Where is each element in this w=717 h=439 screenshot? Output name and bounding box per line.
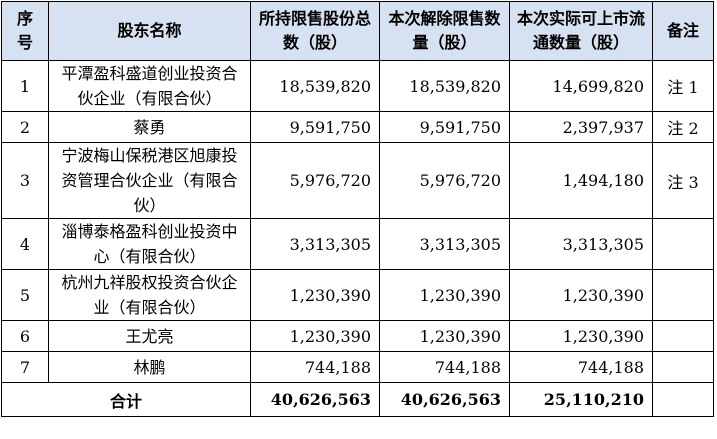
row-seq: 5: [1, 269, 49, 321]
row-released: 1,230,390: [379, 269, 510, 321]
table-row: 2 蔡勇 9,591,750 9,591,750 2,397,937 注 2: [1, 111, 714, 143]
row-released: 3,313,305: [379, 218, 510, 270]
header-note: 备注: [652, 1, 714, 61]
row-note: [652, 320, 714, 352]
table-row: 5 杭州九祥股权投资合伙企业（有限合伙） 1,230,390 1,230,390…: [1, 269, 714, 321]
row-seq: 7: [1, 351, 49, 383]
row-note: [652, 269, 714, 321]
total-row: 合计 40,626,563 40,626,563 25,110,210: [1, 382, 714, 417]
row-seq: 6: [1, 320, 49, 352]
table-row: 1 平潭盈科盛道创业投资合伙企业（有限合伙） 18,539,820 18,539…: [1, 60, 714, 112]
row-held: 9,591,750: [250, 111, 380, 143]
header-seq: 序号: [1, 1, 49, 61]
row-name: 王尤亮: [48, 320, 251, 352]
row-circulating: 3,313,305: [509, 218, 653, 270]
row-held: 744,188: [250, 351, 380, 383]
row-note: [652, 351, 714, 383]
row-name: 林鹏: [48, 351, 251, 383]
row-name: 宁波梅山保税港区旭康投资管理合伙企业（有限合伙）: [48, 142, 251, 219]
header-held: 所持限售股份总数（股）: [250, 1, 380, 61]
total-held: 40,626,563: [250, 382, 380, 417]
row-note: 注 3: [652, 142, 714, 219]
row-name: 蔡勇: [48, 111, 251, 143]
row-name: 杭州九祥股权投资合伙企业（有限合伙）: [48, 269, 251, 321]
row-circulating: 2,397,937: [509, 111, 653, 143]
row-note: 注 2: [652, 111, 714, 143]
row-name: 平潭盈科盛道创业投资合伙企业（有限合伙）: [48, 60, 251, 112]
row-held: 5,976,720: [250, 142, 380, 219]
row-circulating: 1,230,390: [509, 269, 653, 321]
total-label: 合计: [1, 382, 251, 417]
row-released: 9,591,750: [379, 111, 510, 143]
header-released: 本次解除限售数量（股）: [379, 1, 510, 61]
row-circulating: 1,494,180: [509, 142, 653, 219]
row-seq: 1: [1, 60, 49, 112]
table-row: 7 林鹏 744,188 744,188 744,188: [1, 351, 714, 383]
row-circulating: 1,230,390: [509, 320, 653, 352]
row-circulating: 744,188: [509, 351, 653, 383]
row-released: 1,230,390: [379, 320, 510, 352]
row-note: 注 1: [652, 60, 714, 112]
table-row: 3 宁波梅山保税港区旭康投资管理合伙企业（有限合伙） 5,976,720 5,9…: [1, 142, 714, 219]
header-row: 序号 股东名称 所持限售股份总数（股） 本次解除限售数量（股） 本次实际可上市流…: [1, 1, 714, 61]
header-circulating: 本次实际可上市流通数量（股）: [509, 1, 653, 61]
row-circulating: 14,699,820: [509, 60, 653, 112]
row-released: 744,188: [379, 351, 510, 383]
row-released: 18,539,820: [379, 60, 510, 112]
header-name: 股东名称: [48, 1, 251, 61]
table-row: 4 淄博泰格盈科创业投资中心（有限合伙） 3,313,305 3,313,305…: [1, 218, 714, 270]
shareholder-table: 序号 股东名称 所持限售股份总数（股） 本次解除限售数量（股） 本次实际可上市流…: [1, 1, 714, 417]
row-held: 1,230,390: [250, 269, 380, 321]
total-circulating: 25,110,210: [509, 382, 653, 417]
row-note: [652, 218, 714, 270]
row-name: 淄博泰格盈科创业投资中心（有限合伙）: [48, 218, 251, 270]
row-seq: 2: [1, 111, 49, 143]
total-note: [652, 382, 714, 417]
row-seq: 4: [1, 218, 49, 270]
table-row: 6 王尤亮 1,230,390 1,230,390 1,230,390: [1, 320, 714, 352]
row-held: 1,230,390: [250, 320, 380, 352]
total-released: 40,626,563: [379, 382, 510, 417]
row-held: 3,313,305: [250, 218, 380, 270]
row-held: 18,539,820: [250, 60, 380, 112]
row-released: 5,976,720: [379, 142, 510, 219]
row-seq: 3: [1, 142, 49, 219]
